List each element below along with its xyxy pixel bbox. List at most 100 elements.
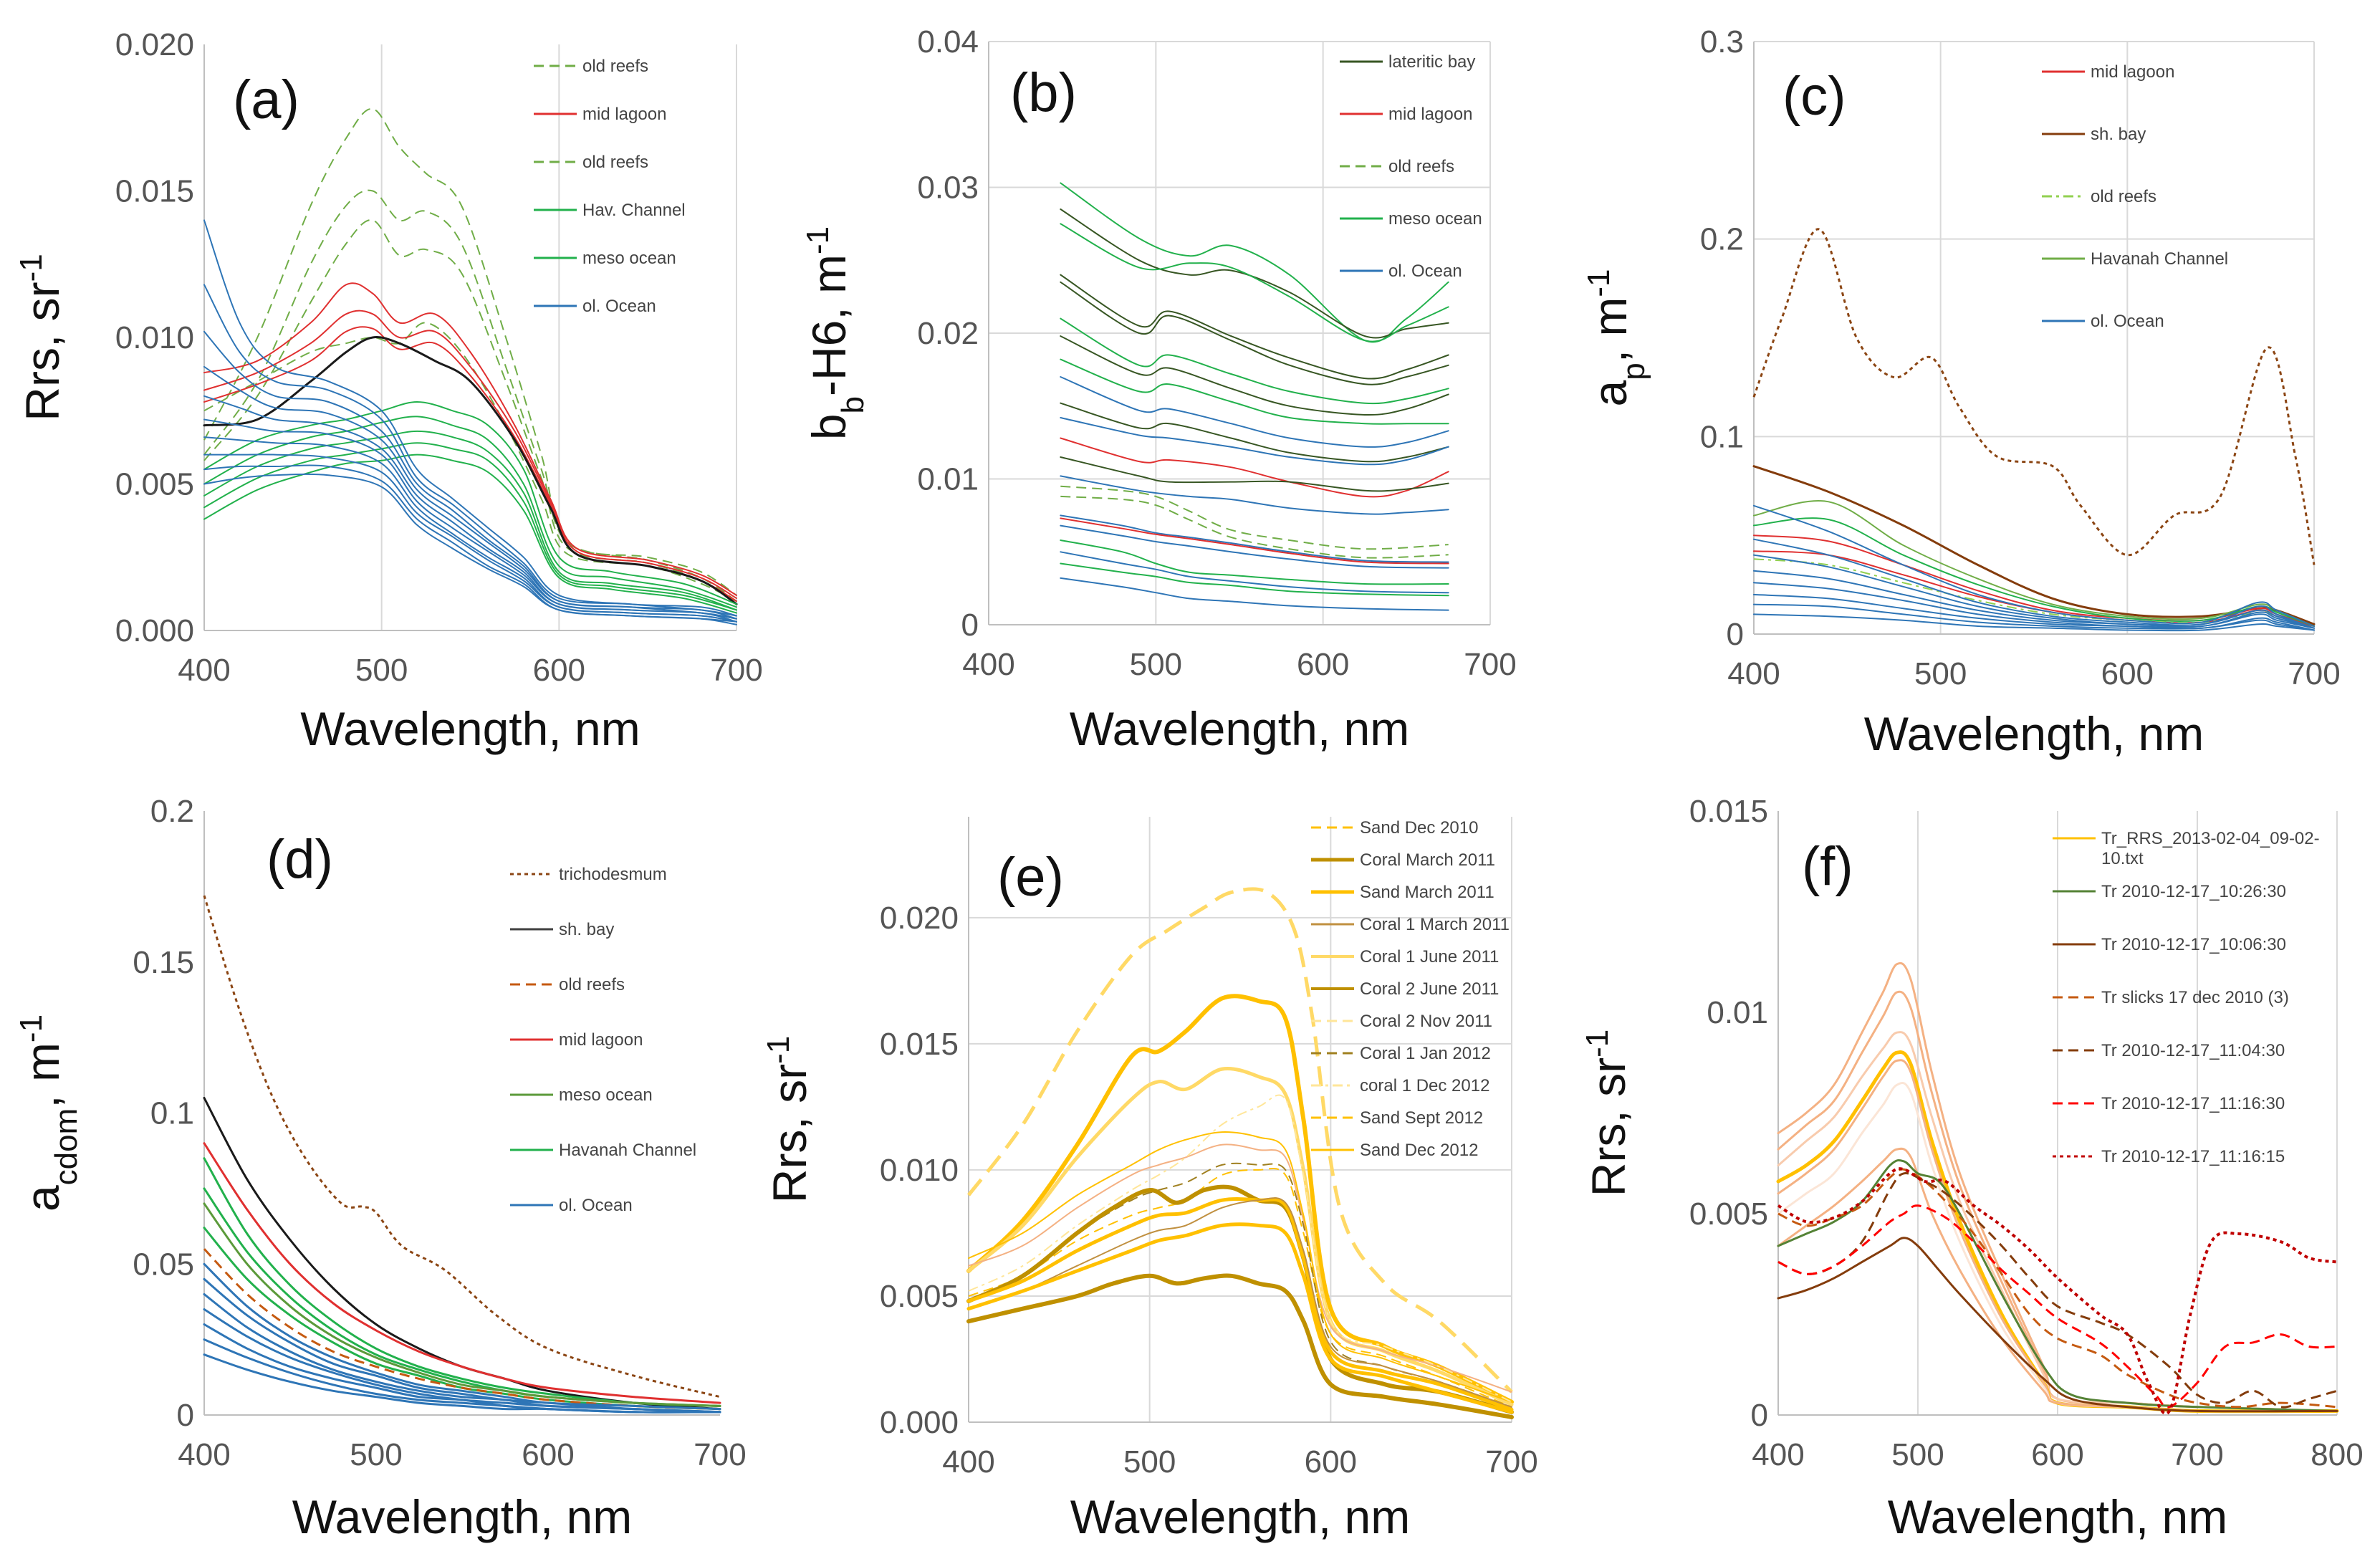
series-line [1777,1237,2338,1413]
legend-label: sh. bay [559,920,614,939]
series-line [966,1222,1514,1414]
series-line [968,1167,1512,1408]
x-tick-label: 700 [2171,1437,2223,1472]
y-tick-label: 0.05 [133,1247,194,1282]
legend-label: Havanah Channel [559,1141,696,1160]
series-line [1753,603,2315,631]
series-line [203,219,737,602]
series-line [1753,534,2315,627]
series-line [1060,456,1449,492]
x-tick-label: 600 [533,653,585,688]
series-line [203,442,737,611]
x-tick-label: 600 [2031,1437,2083,1472]
x-tick-label: 500 [1914,656,1967,691]
series-line [1060,551,1449,594]
series-line [203,1248,721,1411]
legend-label: mid lagoon [559,1030,643,1050]
legend-label: Coral 1 Jan 2012 [1360,1044,1491,1063]
y-tick-label: 0.020 [880,901,959,936]
x-axis-label: Wavelength, nm [1864,707,2204,760]
legend-label: Tr 2010-12-17_10:26:30 [2101,882,2286,901]
series-line [1753,504,2315,627]
legend-label: old reefs [559,975,625,994]
series-line [1752,465,2316,625]
y-tick-label: 0 [961,608,979,643]
chart-panel-c: 400 500 600 700 0 0.1 0.2 0.3 (c) mid lagoon sh. b… [1581,24,2341,760]
series-line [203,310,737,599]
series-line [1060,358,1449,425]
y-tick-label: 0.01 [917,462,979,497]
legend-label: Havanah Channel [2091,249,2228,269]
legend-label: Coral 1 June 2011 [1360,947,1499,967]
legend-label: ol. Ocean [582,297,656,316]
series-line [203,282,737,596]
series-line [1777,1172,2338,1409]
series-line [203,1353,721,1414]
series-line [203,454,737,614]
panel-label: (a) [233,69,299,130]
chart-panel-e: 400 500 600 700 0.000 0.005 0.010 0.015 0.020 (e)… [761,817,1538,1543]
legend-label: coral 1 Dec 2012 [1360,1076,1489,1095]
y-axis-label: ap, m-1 [1581,269,1651,407]
legend: Tr_RRS_2013-02-04_09-02-10.txt Tr 2010-12… [2053,829,2320,1166]
series-line [1060,281,1449,385]
series-line [1753,517,2315,627]
y-tick-label: 0 [1727,617,1744,652]
series-line [1060,335,1449,416]
x-tick-label: 400 [178,653,230,688]
x-tick-label: 700 [1464,647,1516,682]
y-tick-label: 0.015 [115,174,194,209]
y-tick-label: 0.15 [133,945,194,980]
y-tick-label: 0.2 [1700,222,1744,257]
series-line [1777,1167,2338,1415]
chart-panel-d: 400 500 600 700 0 0.05 0.1 0.15 0.2 (d) trichodesm… [14,794,747,1543]
legend-label: mid lagoon [582,105,666,124]
legend-label: old reefs [582,57,648,76]
series-line [203,336,738,605]
series-line [1060,317,1449,405]
series-line [203,895,721,1399]
legend-label: meso ocean [1388,209,1482,229]
legend: mid lagoon sh. bay old reefs Havanah Channe… [2042,62,2228,331]
legend-label: Coral March 2011 [1360,850,1495,870]
series-line [203,1262,721,1411]
series-line [203,473,737,625]
series-line [1060,376,1449,448]
series-line [966,1273,1514,1419]
legend-label: Tr_RRS_2013-02-04_09-02- [2101,829,2320,848]
series-line [203,1227,721,1411]
series-line [203,1338,721,1414]
y-tick-label: 0.000 [115,613,194,648]
legend-label: ol. Ocean [1388,262,1462,281]
legend-label: old reefs [1388,157,1454,176]
legend-label: Tr 2010-12-17_11:04:30 [2101,1041,2285,1060]
series-line [203,365,737,620]
series-line [203,219,737,617]
series-line [203,1202,721,1407]
chart-panel-b: 400 500 600 700 0 0.01 0.02 0.03 0.04 (b) lateriti… [800,24,1517,755]
series-line [203,454,737,623]
series-line [968,1143,1512,1393]
x-tick-label: 500 [350,1437,402,1472]
x-tick-label: 600 [2101,656,2154,691]
x-tick-label: 700 [710,653,762,688]
y-tick-label: 0.3 [1700,24,1744,59]
y-tick-label: 0.1 [150,1096,194,1131]
series-line [203,284,737,617]
legend-label: trichodesmum [559,865,667,884]
series-line [203,1187,721,1407]
legend: old reefs mid lagoon old reefs Hav. Channel… [534,57,686,316]
legend-label: meso ocean [582,249,676,268]
legend-label: Tr 2010-12-17_11:16:30 [2101,1094,2285,1113]
panel-label: (e) [997,847,1064,908]
series-line [1753,500,2315,627]
x-tick-label: 400 [1727,656,1780,691]
legend-label: lateritic bay [1388,52,1475,72]
y-tick-label: 0.02 [917,316,979,351]
x-axis-label: Wavelength, nm [1070,702,1409,755]
legend-label: Coral 2 June 2011 [1360,979,1499,999]
series-line [1060,274,1449,380]
series-line [203,1096,721,1411]
y-axis-label: bb-H6, m-1 [800,226,870,440]
series-line [966,1184,1514,1414]
